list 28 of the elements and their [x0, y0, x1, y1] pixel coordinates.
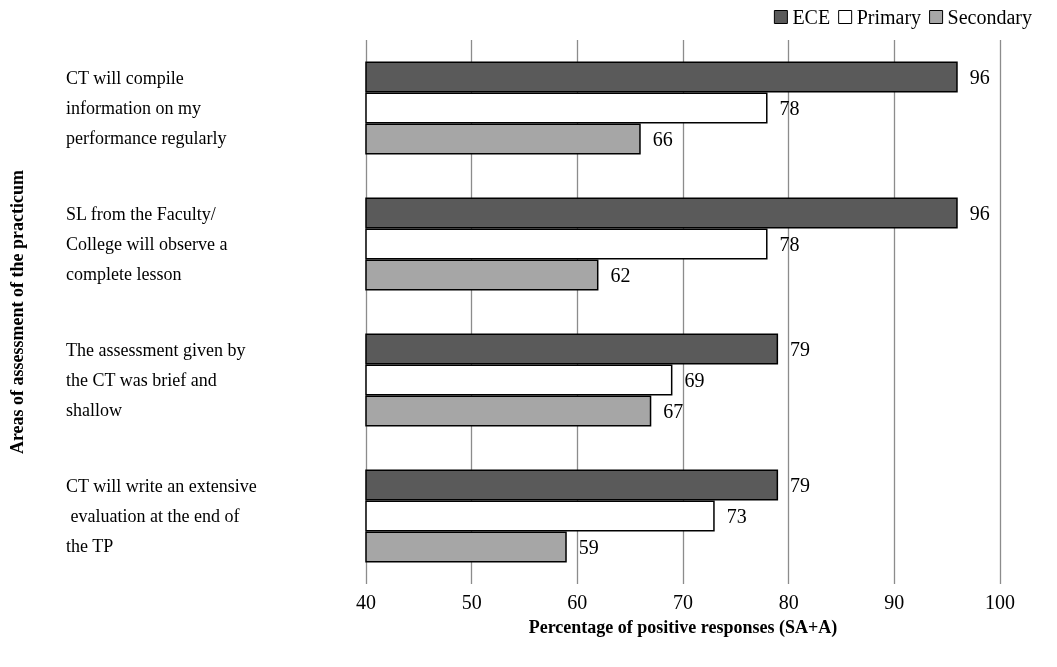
legend-label: ECE: [792, 6, 831, 28]
x-tick-label: 50: [461, 591, 482, 613]
x-tick-label: 90: [884, 591, 905, 613]
data-label: 96: [969, 202, 990, 224]
x-axis-title: Percentage of positive responses (SA+A): [528, 617, 838, 638]
y-tick-label: CT will write an extensive evaluation at the end of the TP: [66, 476, 257, 556]
legend-label: Primary: [856, 6, 922, 29]
y-tick-label: The assessment given by the CT was brief and shallow: [66, 340, 250, 420]
data-label: 73: [726, 505, 747, 527]
data-label: 69: [684, 369, 705, 391]
data-label: 59: [578, 536, 599, 558]
x-tick-label: 80: [778, 591, 799, 613]
data-label: 79: [790, 338, 811, 360]
data-label: 79: [790, 474, 811, 496]
data-label: 62: [610, 264, 631, 286]
data-label: 66: [652, 128, 673, 150]
data-label: 96: [969, 66, 990, 88]
y-tick-label: CT will compile information on my performance regularly: [66, 68, 227, 148]
data-label: 67: [663, 400, 684, 422]
legend-label: Secondary: [947, 6, 1033, 29]
x-tick-label: 70: [673, 591, 693, 613]
y-axis-title: Areas of assessment of the practicum: [7, 169, 27, 455]
x-tick-label: 40: [356, 591, 376, 613]
data-label: 78: [779, 97, 800, 119]
x-tick-label: 100: [985, 591, 1015, 613]
y-tick-label: SL from the Faculty/College will observe a complete lesson: [66, 204, 232, 284]
x-tick-label: 60: [567, 591, 588, 613]
data-label: 78: [779, 233, 800, 255]
